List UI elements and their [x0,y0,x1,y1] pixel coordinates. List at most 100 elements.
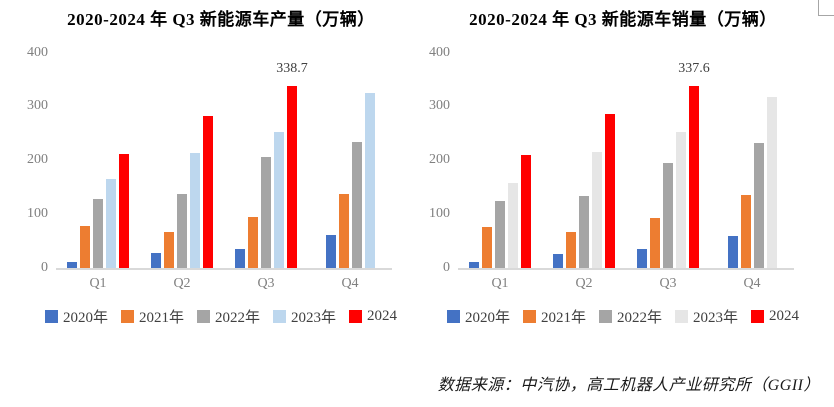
bar-group-q2 [553,113,615,268]
legend-label: 2021年 [138,309,184,326]
x-tick-label-q1: Q1 [491,275,509,291]
legend-item-2024: 2024 [349,308,397,325]
legend-item-2023年: 2023年 [675,306,738,327]
legend-label: 2020年 [62,309,108,326]
bar-group-q4 [319,92,381,268]
y-tick-label: 0 [443,259,450,275]
bar-2020年-q1 [67,262,77,268]
bar-2024-q3: 338.7 [276,61,308,268]
legend-label: 2020年 [464,309,510,326]
bar-2020年-q3 [637,248,647,268]
legend-item-2022年: 2022年 [197,306,260,327]
legend-item-2021年: 2021年 [120,306,184,327]
legend-label: 2024 [367,307,398,324]
legend-item-2020年: 2020年 [446,306,510,327]
x-axis: Q1 Q2 Q3 Q4 [458,270,794,292]
y-tick-label: 200 [429,152,450,168]
x-tick-label-q2: Q2 [173,275,191,291]
bar-2022年-q2 [579,195,589,268]
bar-2023年-q4 [766,97,777,268]
x-tick-label-q1: Q1 [89,275,107,291]
window-corner-artifact [818,0,834,16]
legend-item-2020年: 2020年 [44,306,108,327]
bar-2023年-q2 [592,152,602,268]
x-tick-label-q3: Q3 [659,275,677,291]
chart-panel-sales: 2020-2024 年 Q3 新能源车销量（万辆） 0 100 200 300 400 … [422,8,824,327]
legend-sales: 2020年 2021年 2022年 2023年 2024 [422,292,824,327]
bar-group-q1 [67,153,129,268]
charts-row: 2020-2024 年 Q3 新能源车产量（万辆） 0 100 200 300 400 … [20,8,824,327]
bar-2024-q1 [119,153,129,268]
plot-column: 338.7 Q1 Q2 Q3 Q4 [56,53,422,292]
bar-2022年-q3 [663,162,673,268]
legend-swatch-icon [675,309,689,323]
chart-title-sales: 2020-2024 年 Q3 新能源车销量（万辆） [469,10,777,29]
x-tick-label-q2: Q2 [575,275,593,291]
legend-swatch-icon [349,309,363,323]
bar-2024-q3: 337.6 [678,61,710,268]
y-tick-label: 400 [429,44,450,60]
bar-2024-q1 [521,155,531,268]
bar-group-q1 [469,155,531,268]
bar-2020年-q3 [235,248,245,268]
legend-label: 2022年 [215,309,261,326]
legend-swatch-icon [599,309,612,323]
y-tick-label: 200 [27,152,48,168]
bar-2021年-q3 [650,217,660,268]
y-axis: 0 100 200 300 400 [422,45,458,274]
y-tick-label: 100 [27,205,48,221]
bar-group-q3: 338.7 [235,61,308,268]
bar-2020年-q1 [469,261,479,268]
x-tick-label-q4: Q4 [743,275,761,291]
bar-2022年-q1 [93,198,103,268]
legend-item-2021年: 2021年 [522,306,586,327]
chart-panel-production: 2020-2024 年 Q3 新能源车产量（万辆） 0 100 200 300 400 … [20,8,422,327]
bar-2022年-q2 [177,194,187,268]
bar-2020年-q4 [727,236,738,268]
bar-group-q2 [151,116,213,268]
legend-swatch-icon [446,309,460,323]
legend-swatch-icon [44,309,58,323]
legend-label: 2023年 [693,309,739,326]
plot-area: 337.6 [458,53,794,270]
bar-2020年-q2 [553,253,563,268]
x-tick-label-q3: Q3 [257,275,275,291]
bar-2024-q2 [203,116,213,268]
legend-item-2024: 2024 [751,308,799,325]
legend-label: 2023年 [291,309,337,326]
bar-2021年-q1 [482,226,492,268]
data-label: 338.7 [276,60,308,76]
bar-2023年-q3 [274,132,284,268]
legend-swatch-icon [522,309,536,323]
bar-2023年-q1 [106,178,116,268]
legend-item-2023年: 2023年 [273,306,336,327]
bar-2022年-q3 [261,156,271,268]
plot-column: 337.6 Q1 Q2 Q3 Q4 [458,53,824,292]
bar-2024-q2 [605,113,615,268]
source-note: 数据来源：中汽协，高工机器人产业研究所（GGII） [437,377,820,394]
bar-group-q4 [721,97,783,268]
bar-2021年-q3 [248,216,258,268]
bar-2023年-q1 [508,182,518,268]
x-axis: Q1 Q2 Q3 Q4 [56,270,392,292]
legend-label: 2022年 [617,309,663,326]
bar-2021年-q2 [566,231,576,268]
y-axis: 0 100 200 300 400 [20,45,56,274]
chart-body: 0 100 200 300 400 337.6 Q1 Q2 Q3 Q4 [422,45,824,292]
bar-2023年-q2 [190,153,200,268]
bar-2022年-q4 [753,142,764,268]
bar-2021年-q2 [164,231,174,268]
bar-2022年-q1 [495,201,505,268]
bar-2021年-q1 [80,225,90,268]
bar-group-q3: 337.6 [637,61,710,268]
bar-2021年-q4 [338,194,349,268]
bar-2023年-q3 [676,132,686,268]
bar-2023年-q4 [364,92,375,268]
legend-swatch-icon [197,309,210,323]
chart-body: 0 100 200 300 400 338.7 Q1 Q2 Q3 Q4 [20,45,422,292]
legend-label: 2024 [769,307,800,324]
legend-swatch-icon [273,309,287,323]
data-label: 337.6 [678,61,710,77]
y-tick-label: 300 [429,98,450,114]
